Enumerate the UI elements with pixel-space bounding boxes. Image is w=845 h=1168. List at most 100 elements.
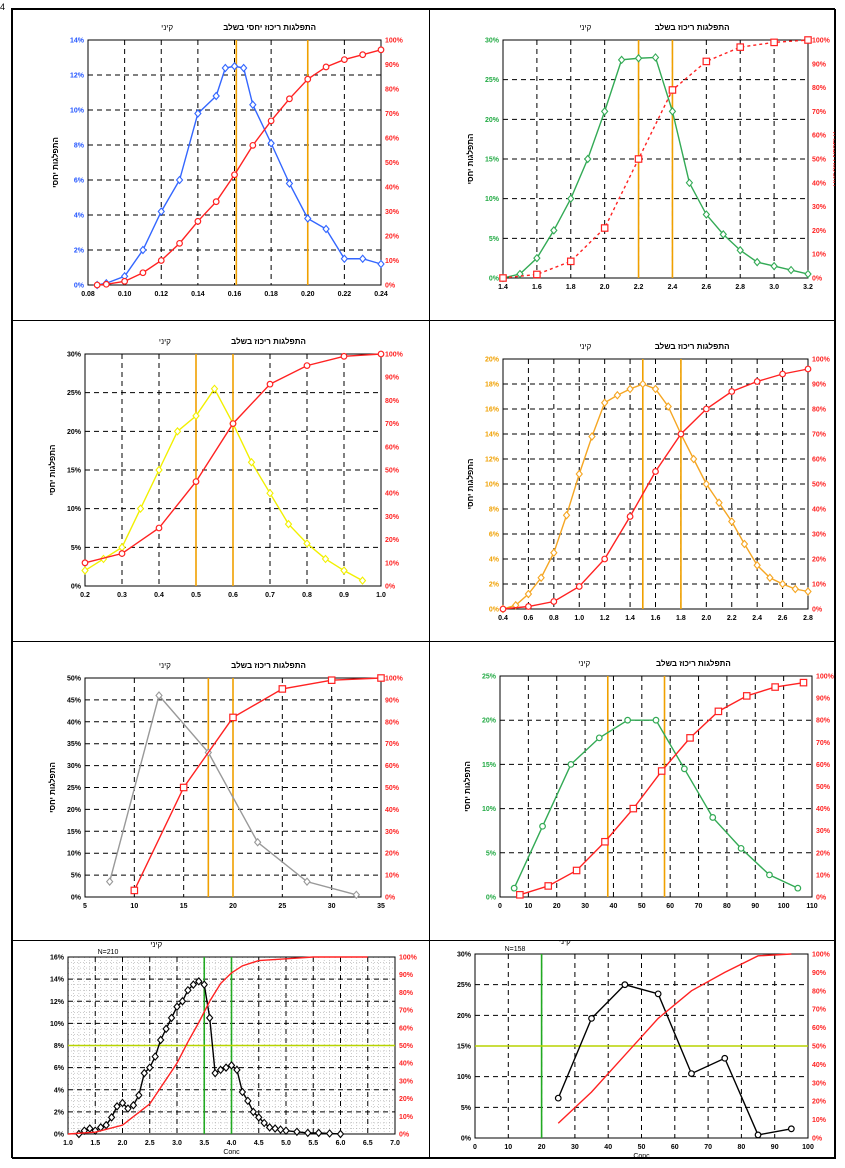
x-tick-label: 0.9 (339, 592, 349, 599)
y-tick-label-right: 40% (385, 185, 400, 192)
plot-border (499, 675, 813, 898)
data-point-marker (770, 261, 778, 271)
data-point-marker (516, 890, 524, 899)
y-axis-label-left: התפלגות יחסי (463, 761, 472, 812)
y-tick-label-left: 20% (67, 429, 82, 436)
chart-title-right: קיני (161, 23, 173, 32)
x-tick-label: 20 (229, 903, 237, 910)
data-point-marker (499, 605, 507, 613)
y-tick-label-left: 8% (489, 507, 500, 514)
x-tick-label: 3.0 (769, 284, 779, 291)
y-tick-label-right: 20% (385, 851, 400, 858)
data-point-marker (336, 1129, 345, 1139)
y-tick-label-right: 90% (399, 972, 414, 979)
y-tick-label-right: 100% (812, 952, 831, 959)
data-point-marker (195, 976, 203, 986)
y-tick-label-left: 20% (485, 117, 500, 124)
y-tick-label-left: 30% (457, 952, 472, 959)
data-point-marker (702, 57, 711, 66)
y-tick-label-right: 10% (399, 1114, 414, 1121)
y-tick-label-right: 30% (812, 1080, 827, 1087)
y-axis-label-right: התפלגות מצטברת (831, 132, 835, 186)
data-point-marker (249, 100, 257, 110)
data-point-marker (629, 804, 638, 813)
data-point-marker (271, 1124, 279, 1133)
data-point-marker (554, 1094, 562, 1102)
x-tick-label: 1.2 (600, 615, 610, 622)
series-line (84, 387, 363, 582)
y-tick-label-right: 90% (812, 382, 827, 389)
x-tick-label: 25 (278, 903, 286, 910)
data-point-marker (688, 1070, 695, 1078)
y-tick-label-right: 50% (812, 157, 827, 164)
data-point-marker (352, 890, 361, 900)
data-point-marker (779, 370, 786, 378)
x-tick-label: 2.6 (778, 615, 788, 622)
data-point-marker (222, 1063, 230, 1072)
y-tick-label-left: 15% (482, 762, 497, 769)
plot-border (502, 358, 809, 610)
chart-grid-frame: 0.08 0.10 0.12 0.14 0.16 0.18 0.20 0.22 0.24 0% 2%… (11, 8, 836, 1159)
data-point-marker (377, 350, 385, 358)
data-point-marker (804, 587, 812, 596)
y-tick-label-right: 100% (399, 955, 418, 962)
x-tick-label: 0.8 (549, 615, 559, 622)
data-point-marker (728, 388, 736, 395)
data-point-marker (737, 844, 745, 852)
y-tick-label-left: 0% (71, 584, 82, 591)
y-tick-label-left: 4% (74, 213, 85, 220)
y-tick-label-left: 35% (67, 741, 82, 748)
data-point-marker (657, 767, 666, 775)
data-point-marker (709, 814, 717, 821)
y-tick-label-right: 70% (816, 740, 831, 747)
data-point-marker (804, 36, 812, 44)
y-tick-label-right: 100% (812, 38, 831, 45)
data-point-marker (510, 884, 518, 892)
y-tick-label-right: 70% (812, 109, 827, 116)
data-point-marker (550, 226, 558, 235)
data-point-marker (278, 685, 287, 693)
data-point-marker (689, 454, 698, 464)
data-point-marker (595, 734, 603, 742)
y-tick-label-left: 15% (457, 1044, 472, 1051)
y-tick-label-right: 40% (816, 806, 831, 813)
data-point-marker (639, 379, 647, 389)
data-point-marker (253, 837, 262, 847)
x-tick-label: 0.22 (338, 291, 352, 298)
x-tick-label: 10 (524, 903, 532, 910)
x-axis-label: Conc (223, 1149, 240, 1156)
y-tick-label-right: 70% (812, 432, 827, 439)
y-tick-label-left: 45% (67, 697, 82, 704)
y-tick-label-right: 100% (812, 357, 831, 364)
data-point-marker (184, 985, 192, 995)
x-tick-label: 10 (504, 1144, 512, 1151)
x-tick-label: 3.2 (803, 284, 813, 291)
data-point-marker (583, 154, 592, 164)
x-tick-label: 2.5 (145, 1140, 155, 1147)
y-tick-label-right: 40% (812, 180, 827, 187)
y-tick-label-right: 20% (812, 1099, 827, 1106)
x-tick-label: 0.18 (264, 291, 278, 298)
y-tick-label-left: 15% (67, 829, 82, 836)
chart-title-right: קיני (159, 337, 171, 346)
data-point-marker (572, 866, 581, 875)
y-tick-label-right: 20% (812, 557, 827, 564)
data-point-marker (617, 55, 626, 65)
chart-title-right: קיני (579, 23, 591, 32)
x-tick-label: 4.0 (227, 1140, 237, 1147)
data-point-marker (358, 576, 367, 585)
x-tick-label: 6.0 (336, 1140, 346, 1147)
x-tick-label: 1.8 (676, 615, 686, 622)
data-point-marker (791, 584, 800, 594)
data-point-marker (179, 783, 188, 792)
y-tick-label-left: 25% (67, 390, 82, 397)
y-tick-label-right: 30% (812, 532, 827, 539)
x-tick-label: 70 (695, 903, 703, 910)
y-tick-label-left: 2% (489, 582, 500, 589)
x-tick-label: 50 (638, 1144, 646, 1151)
data-point-marker (539, 822, 546, 830)
data-point-marker (167, 1013, 176, 1023)
data-point-marker (524, 589, 533, 599)
x-axis-label: Conc (633, 1153, 650, 1158)
data-point-marker (155, 691, 163, 700)
